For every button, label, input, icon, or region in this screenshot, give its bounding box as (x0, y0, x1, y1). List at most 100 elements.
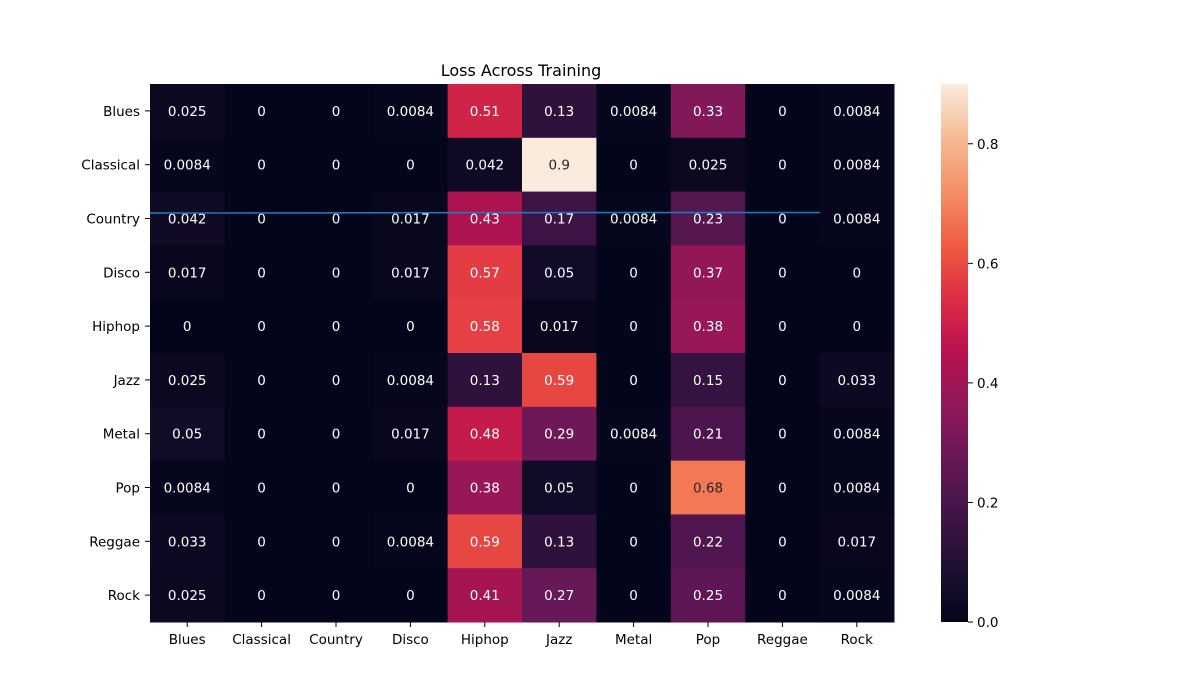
heatmap-cell (150, 460, 225, 515)
colorbar-tick-label: 0.8 (977, 137, 998, 153)
cell-value-label: 0.033 (168, 534, 207, 550)
cell-value-label: 0.13 (470, 373, 500, 389)
cell-value-label: 0 (332, 265, 341, 281)
heatmap-cell (745, 460, 821, 515)
cell-value-label: 0.25 (693, 588, 723, 604)
heatmap-cell (298, 568, 374, 623)
cell-value-label: 0 (629, 158, 638, 174)
heatmap-cell (150, 137, 225, 193)
cell-value-label: 0 (629, 265, 638, 281)
heatmap-cell (522, 191, 597, 246)
cell-value-label: 0.48 (470, 427, 500, 443)
x-tick-label: Classical (232, 632, 291, 648)
cell-value-label: 0.05 (544, 265, 574, 281)
colorbar-gradient (941, 84, 968, 622)
cell-value-label: 0.38 (470, 481, 500, 497)
heatmap-cell (224, 191, 300, 246)
cell-value-label: 0 (332, 158, 341, 174)
cell-value-label: 0 (257, 158, 266, 174)
cell-value-label: 0 (257, 265, 266, 281)
heatmap-cell (373, 406, 449, 462)
x-axis: Blues Classical Country Disco Hiphop Jazz Meta… (169, 622, 873, 648)
heatmap-cell (150, 191, 225, 246)
cell-value-label: 0.025 (168, 373, 207, 389)
cell-value-label: 0.59 (544, 373, 574, 389)
heatmap-cell (522, 514, 597, 569)
colorbar-tick-label: 0.0 (977, 615, 998, 631)
heatmap-cell (298, 245, 374, 300)
heatmap-cell (373, 245, 449, 300)
heatmap-cell (522, 460, 597, 515)
cell-value-label: 0 (332, 534, 341, 550)
cell-value-label: 0.025 (168, 104, 207, 120)
colorbar-tick-label: 0.2 (977, 495, 998, 511)
cell-value-label: 0 (778, 534, 787, 550)
heatmap-cell (819, 514, 895, 569)
heatmap-cell (224, 299, 300, 354)
heatmap-cell (596, 406, 672, 462)
cell-value-label: 0.23 (693, 212, 723, 228)
cell-value-label: 0 (406, 588, 415, 604)
cell-value-label: 0 (332, 212, 341, 228)
heatmap-cell (298, 84, 374, 139)
heatmap-cell (447, 84, 523, 139)
heatmap-cell (819, 191, 895, 246)
x-tick-label: Reggae (757, 632, 808, 648)
cell-value-label: 0 (257, 104, 266, 120)
cell-value-label: 0 (778, 265, 787, 281)
cell-value-label: 0 (853, 265, 862, 281)
heatmap-cell (596, 460, 672, 515)
heatmap-cell (745, 568, 821, 623)
cell-value-label: 0 (257, 319, 266, 335)
heatmap-cell (819, 568, 895, 623)
y-tick-label: Hiphop (92, 319, 140, 335)
heatmap-cell (596, 137, 672, 193)
cell-value-label: 0.042 (465, 158, 504, 174)
cell-value-label: 0 (629, 588, 638, 604)
cell-value-label: 0.33 (693, 104, 723, 120)
cell-value-label: 0.0084 (610, 427, 657, 443)
cell-value-label: 0 (778, 481, 787, 497)
heatmap-cell (745, 353, 821, 408)
heatmap-cell (373, 299, 449, 354)
heatmap-cell (745, 137, 821, 193)
cell-value-label: 0.0084 (164, 158, 211, 174)
cell-value-label: 0.05 (172, 427, 202, 443)
cell-value-label: 0 (406, 158, 415, 174)
cell-value-label: 0.59 (470, 534, 500, 550)
cell-value-label: 0.042 (168, 212, 207, 228)
heatmap-cell (373, 191, 449, 246)
heatmap-cell (298, 137, 374, 193)
cell-value-label: 0.017 (391, 427, 430, 443)
heatmap-cell (447, 353, 523, 408)
heatmap-cell (224, 137, 300, 193)
heatmap-cell (819, 245, 895, 300)
heatmap-cell (819, 353, 895, 408)
x-tick-label: Rock (841, 632, 873, 648)
heatmap-cell (447, 299, 523, 354)
cell-value-label: 0.0084 (833, 158, 880, 174)
heatmap-cell (522, 137, 597, 193)
heatmap-cell (819, 84, 895, 139)
heatmap-cell (819, 299, 895, 354)
x-tick-label: Metal (615, 632, 652, 648)
heatmap-cell (298, 460, 374, 515)
heatmap-cell (150, 353, 225, 408)
heatmap-cell (670, 191, 746, 246)
cell-value-label: 0 (778, 319, 787, 335)
heatmap-cell (224, 460, 300, 515)
heatmap-cell (819, 460, 895, 515)
heatmap-cell (670, 568, 746, 623)
heatmap-cell (298, 353, 374, 408)
cell-value-label: 0.033 (837, 373, 876, 389)
cell-value-label: 0.017 (540, 319, 579, 335)
heatmap-cell (298, 191, 374, 246)
heatmap-cell (745, 245, 821, 300)
y-tick-label: Country (86, 212, 140, 228)
heatmap-cell (373, 514, 449, 569)
cell-value-label: 0 (629, 319, 638, 335)
heatmap-cell (596, 191, 672, 246)
cell-value-label: 0.43 (470, 212, 500, 228)
cell-value-label: 0.025 (168, 588, 207, 604)
heatmap-cells (150, 84, 895, 623)
